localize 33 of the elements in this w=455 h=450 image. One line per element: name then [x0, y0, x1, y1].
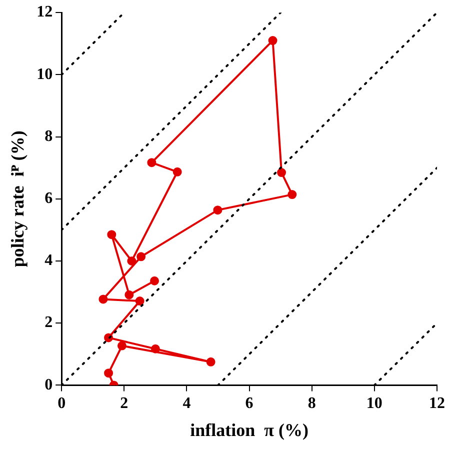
point — [124, 290, 134, 300]
y-tick-label: 12 — [36, 4, 53, 21]
point — [135, 296, 144, 306]
point — [206, 357, 216, 366]
point — [136, 252, 146, 262]
y-tick-label: 4 — [44, 252, 53, 270]
point — [268, 36, 278, 46]
x-tick-label: 8 — [308, 394, 316, 412]
point — [104, 368, 114, 378]
y-tick-label: 0 — [44, 376, 53, 394]
point — [98, 294, 108, 304]
x-tick-label: 4 — [182, 394, 191, 412]
point — [277, 168, 286, 178]
y-tick-label: 10 — [36, 66, 53, 83]
y-axis-title: policy rate iᴾ (%) — [7, 130, 28, 268]
x-tick-label: 6 — [245, 394, 254, 412]
x-tick-label: 12 — [429, 394, 445, 412]
point — [117, 341, 126, 350]
y-tick-label: 6 — [44, 190, 53, 208]
point — [127, 256, 136, 266]
point — [150, 276, 160, 286]
point — [172, 167, 182, 176]
x-tick-label: 10 — [366, 394, 382, 412]
point — [107, 230, 116, 240]
x-axis-title: inflation π (%) — [190, 420, 308, 440]
y-tick-label: 2 — [44, 314, 53, 332]
y-tick-label: 8 — [44, 128, 53, 145]
point — [150, 344, 160, 354]
point — [288, 190, 297, 200]
x-tick-label: 2 — [120, 394, 128, 412]
x-tick-label: 0 — [58, 394, 66, 412]
point — [147, 158, 156, 168]
point — [213, 206, 222, 215]
